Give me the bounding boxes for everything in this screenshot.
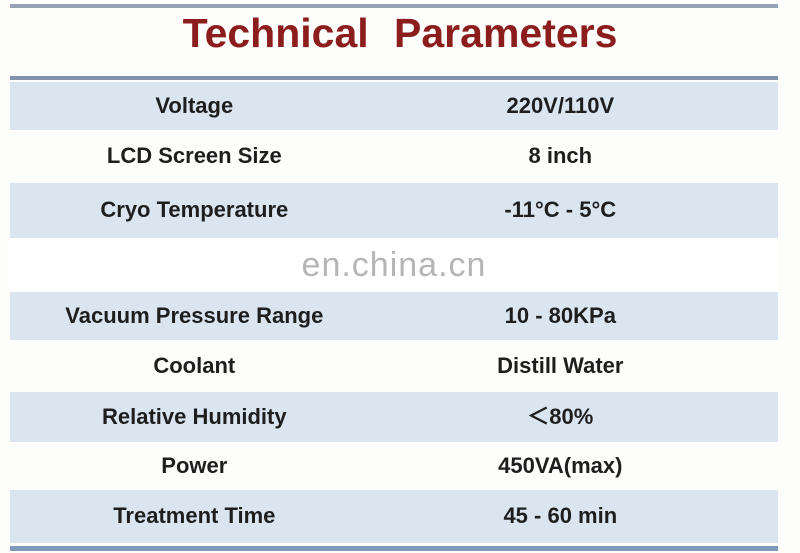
table-row: Vacuum Pressure Range 10 - 80KPa [10,292,778,340]
param-label: Cryo Temperature [100,197,289,223]
page-title: Technical Parameters [182,10,618,56]
param-value: 45 - 60 min [503,503,618,529]
parameters-table: Voltage 220V/110V LCD Screen Size 8 inch… [10,82,778,543]
table-row: Coolant Distill Water [10,340,778,392]
table-row: Cryo Temperature -11°C - 5°C [10,183,778,238]
param-label: LCD Screen Size [106,143,282,169]
param-label: Coolant [153,352,236,378]
table-row: Voltage 220V/110V [10,82,778,130]
param-label: Vacuum Pressure Range [65,302,324,328]
param-value: -11°C - 5°C [504,197,617,223]
table-row: LCD Screen Size 8 inch [10,130,778,183]
table-row: Power 450VA(max) [10,442,778,490]
param-value: Distill Water [497,352,624,378]
param-value: ＜80% [527,403,594,429]
watermark-text: en.china.cn [301,245,487,284]
bottom-divider [10,546,778,551]
param-label: Treatment Time [113,503,276,529]
table-row: Relative Humidity ＜80% [10,392,778,442]
title-divider [10,76,778,80]
param-value: 10 - 80KPa [504,302,616,328]
param-value: 8 inch [528,143,593,169]
param-label: Power [161,452,228,478]
param-value: 220V/110V [506,92,615,118]
param-value: 450VA(max) [498,452,623,478]
watermark-band: en.china.cn [10,238,778,292]
table-row: Treatment Time 45 - 60 min [10,490,778,543]
top-divider [10,4,778,8]
param-label: Relative Humidity [102,403,287,429]
param-label: Voltage [155,92,234,118]
